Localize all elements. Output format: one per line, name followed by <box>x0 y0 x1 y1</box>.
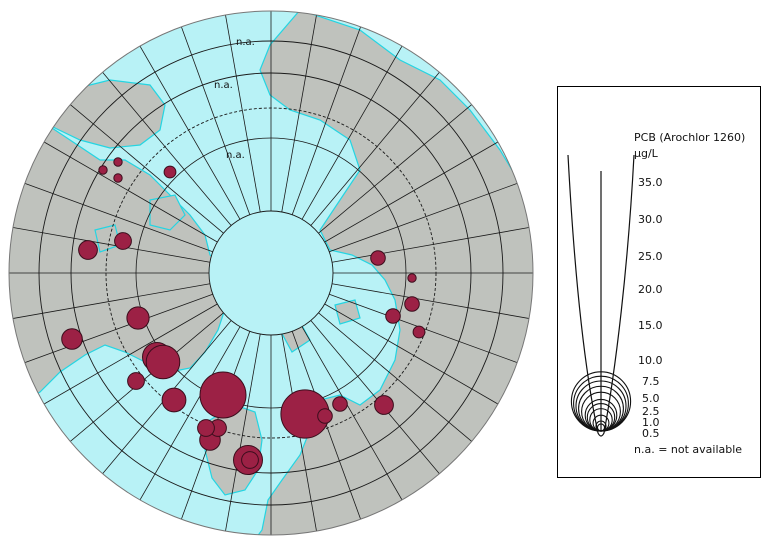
station-marker <box>197 419 215 437</box>
legend-value-25: 25.0 <box>638 250 663 263</box>
station-marker <box>113 157 123 167</box>
legend-value-0-5: 0.5 <box>642 427 660 440</box>
legend-value-1: 1.0 <box>642 416 660 429</box>
station-marker <box>61 328 83 350</box>
station-marker <box>114 232 132 250</box>
station-marker <box>317 408 333 424</box>
station-marker <box>332 396 348 412</box>
legend-panel: PCB (Arochlor 1260) µg/L 35.0 30.0 25.0 … <box>557 86 761 478</box>
legend-circles <box>570 371 632 432</box>
station-marker <box>113 173 123 183</box>
arctic-polar-map: n.a. n.a. n.a. <box>8 10 534 536</box>
station-marker <box>98 165 108 175</box>
land-north-america <box>9 119 229 411</box>
polar-cap <box>209 211 333 335</box>
station-marker <box>404 296 420 312</box>
station-marker <box>241 451 259 469</box>
map-outline <box>8 10 534 536</box>
station-marker <box>374 395 394 415</box>
station-marker <box>161 387 187 413</box>
legend-unit: µg/L <box>634 147 658 160</box>
na-marker-2: n.a. <box>214 80 233 91</box>
legend-note: n.a. = not available <box>634 443 743 456</box>
station-marker <box>407 273 417 283</box>
na-marker-3: n.a. <box>226 150 245 161</box>
station-marker <box>126 306 150 330</box>
station-markers <box>61 157 426 475</box>
legend-graduated-symbol <box>567 154 635 437</box>
legend-value-7-5: 7.5 <box>642 375 660 388</box>
legend-title: PCB (Arochlor 1260) <box>634 131 746 144</box>
station-marker <box>145 344 181 380</box>
legend-value-35: 35.0 <box>638 176 663 189</box>
station-marker <box>370 250 386 266</box>
station-marker <box>385 308 401 324</box>
station-marker <box>78 240 98 260</box>
station-marker <box>127 372 145 390</box>
na-marker-1: n.a. <box>236 37 255 48</box>
legend-circle <box>596 423 606 432</box>
station-marker <box>199 371 247 419</box>
station-marker <box>412 325 426 339</box>
station-marker <box>163 165 177 179</box>
legend-value-10: 10.0 <box>638 354 663 367</box>
legend-value-30: 30.0 <box>638 213 663 226</box>
legend-cone-outline <box>567 154 635 437</box>
legend-value-15: 15.0 <box>638 319 663 332</box>
legend-value-20: 20.0 <box>638 283 663 296</box>
legend-value-2-5: 2.5 <box>642 405 660 418</box>
legend-value-5: 5.0 <box>642 392 660 405</box>
